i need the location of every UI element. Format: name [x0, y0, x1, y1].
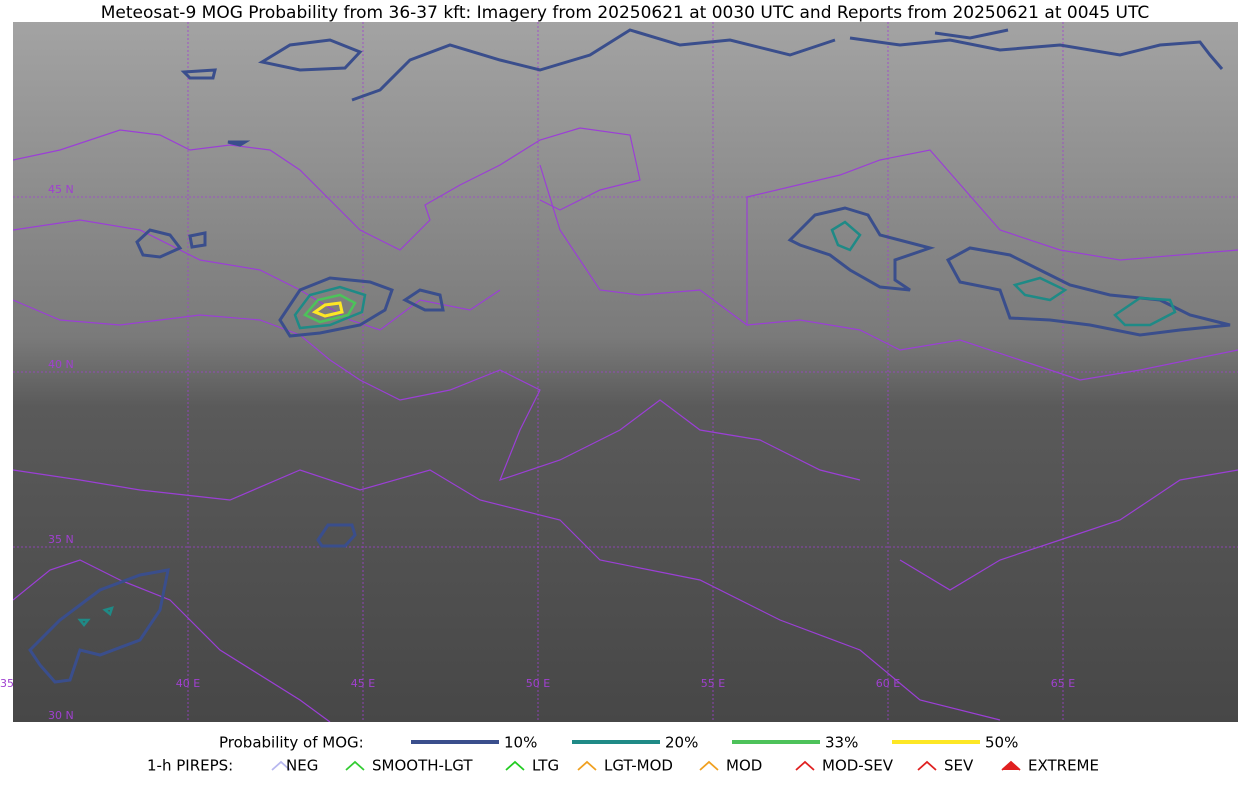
lat-label: 35 N — [48, 533, 74, 546]
pirep-symbol — [699, 760, 719, 771]
legend-label: MOD — [726, 757, 762, 775]
graticule — [13, 22, 1238, 722]
legend-label: MOD-SEV — [822, 757, 894, 775]
pirep-symbol — [917, 760, 937, 771]
legend: Probability of MOG: 1-h PIREPS: 10% 20% 33… — [147, 734, 1099, 775]
legend-label: LGT-MOD — [604, 757, 673, 775]
lon-label: 40 E — [176, 677, 200, 690]
legend-label: 10% — [504, 734, 537, 752]
lat-label: 45 N — [48, 183, 74, 196]
lon-label: 60 E — [876, 677, 900, 690]
legend-title: Probability of MOG: — [219, 734, 364, 752]
map — [13, 22, 1238, 722]
pirep-symbol — [577, 760, 597, 771]
lon-label: 65 E — [1051, 677, 1075, 690]
lon-label: 50 E — [526, 677, 550, 690]
legend-label: LTG — [532, 757, 559, 775]
lon-label: 45 E — [351, 677, 375, 690]
legend-title: 1-h PIREPS: — [147, 757, 233, 775]
legend-label: EXTREME — [1028, 757, 1099, 775]
latitude-labels: 45 N 40 N 35 N 30 N — [48, 183, 74, 722]
longitude-labels: 35 40 E 45 E 50 E 55 E 60 E 65 E — [0, 677, 1075, 690]
legend-label: NEG — [286, 757, 318, 775]
legend-label: 20% — [665, 734, 698, 752]
borders — [13, 127, 1238, 722]
pirep-symbol — [1001, 760, 1021, 771]
legend-label: SMOOTH-LGT — [372, 757, 473, 775]
legend-label: 33% — [825, 734, 858, 752]
title: Meteosat-9 MOG Probability from 36-37 kf… — [101, 3, 1150, 23]
lat-label: 30 N — [48, 709, 74, 722]
pirep-symbol — [505, 760, 525, 771]
lon-label: 55 E — [701, 677, 725, 690]
legend-label: 50% — [985, 734, 1018, 752]
pirep-symbol — [345, 760, 365, 771]
probability-contours — [28, 28, 1231, 684]
legend-label: SEV — [944, 757, 974, 775]
pirep-symbol — [271, 760, 291, 771]
pirep-symbol — [795, 760, 815, 771]
lat-label: 40 N — [48, 358, 74, 371]
lon-label: 35 — [0, 677, 14, 690]
